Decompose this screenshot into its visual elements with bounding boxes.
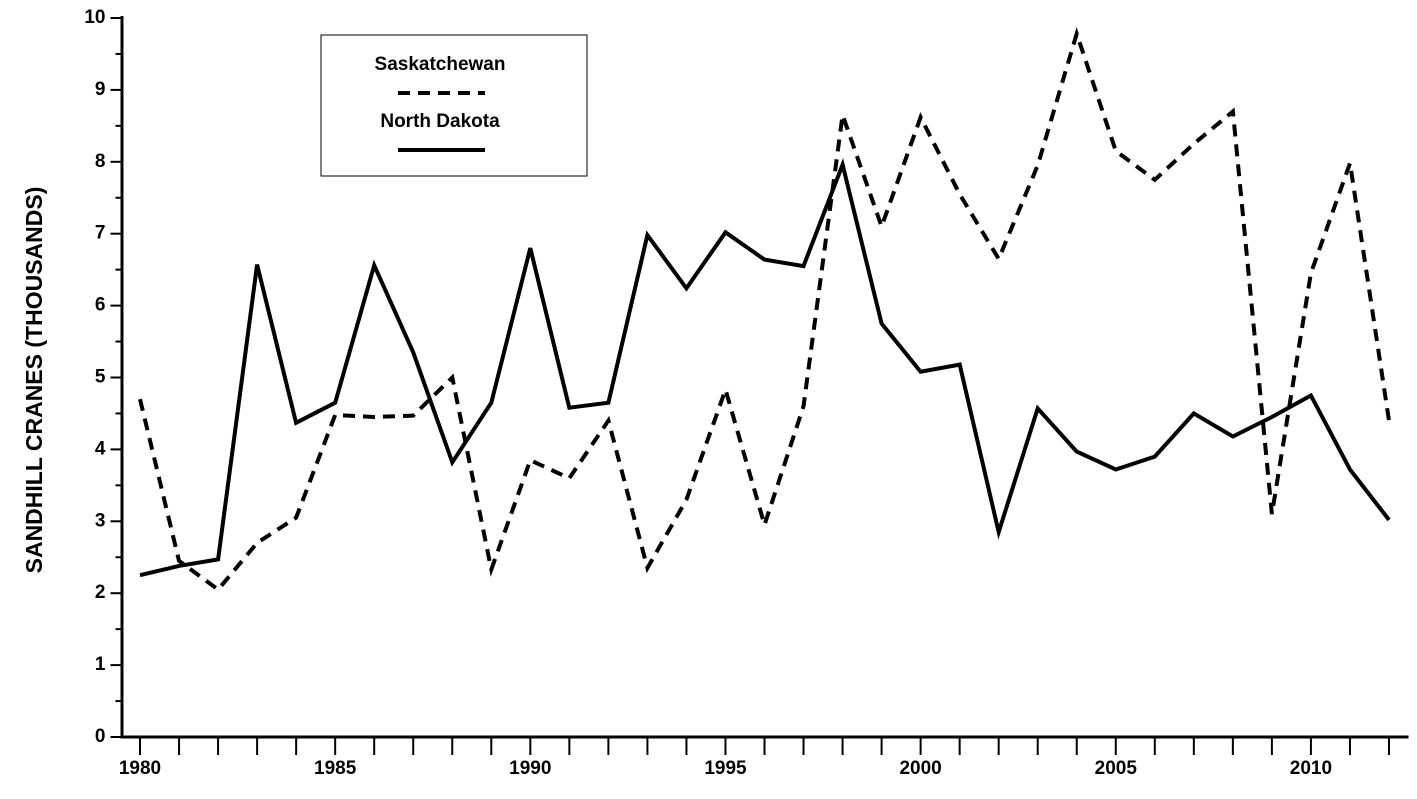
legend-label: North Dakota — [380, 111, 500, 132]
x-tick-label: 2000 — [899, 758, 941, 779]
x-tick-label: 2005 — [1095, 758, 1138, 779]
series-line — [139, 158, 1391, 578]
y-tick-label: 10 — [84, 7, 105, 28]
y-tick-label: 1 — [95, 654, 106, 675]
legend-label: Saskatchewan — [375, 54, 506, 75]
y-tick-label: 4 — [95, 438, 106, 459]
x-tick-label: 1980 — [119, 758, 161, 779]
y-tick-label: 2 — [95, 582, 106, 603]
x-tick-label: 2010 — [1290, 758, 1332, 779]
y-tick-label: 0 — [95, 726, 106, 747]
x-tick-label: 1995 — [704, 758, 747, 779]
legend: Saskatchewan North Dakota — [320, 34, 588, 177]
x-tick-label: 1990 — [509, 758, 551, 779]
y-tick-label: 9 — [95, 79, 106, 100]
legend-box — [320, 34, 588, 177]
y-tick-label: 7 — [95, 223, 106, 244]
y-tick-label: 5 — [95, 367, 106, 388]
y-tick-label: 6 — [95, 295, 106, 316]
series-line — [138, 27, 1391, 593]
y-tick-label: 8 — [95, 151, 106, 172]
x-tick-label: 1985 — [314, 758, 357, 779]
y-axis-label: SANDHILL CRANES (THOUSANDS) — [21, 187, 47, 574]
y-tick-label: 3 — [95, 510, 106, 531]
